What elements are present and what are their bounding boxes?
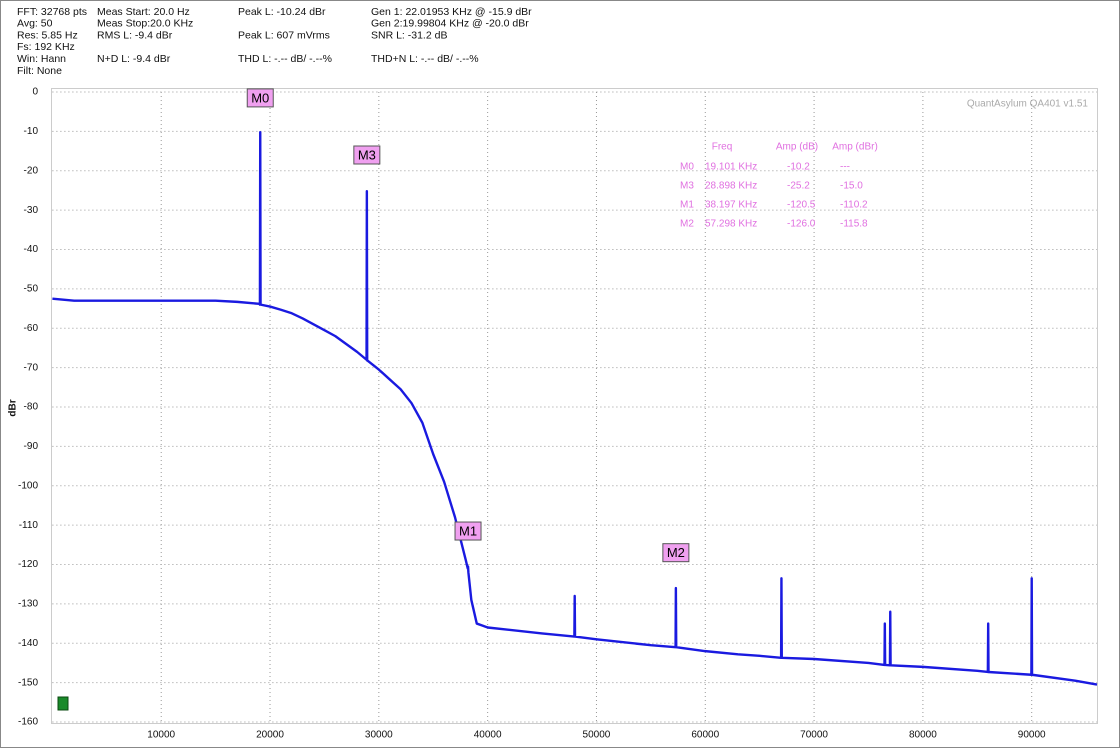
marker-table-cell: 57.298 KHz xyxy=(705,219,757,230)
y-tick-label: -110 xyxy=(19,520,39,531)
y-tick-label: -130 xyxy=(18,599,38,610)
spectrum-trace xyxy=(52,130,1098,686)
marker-box xyxy=(454,521,482,541)
marker-table-cell: M3 xyxy=(680,181,694,192)
watermark: QuantAsylum QA401 v1.51 xyxy=(967,99,1089,110)
header-info: Peak L: 607 mVrms xyxy=(238,29,330,41)
header-info: Meas Start: 20.0 Hz xyxy=(97,6,190,18)
y-tick-label: -100 xyxy=(18,480,38,491)
plot-frame xyxy=(51,88,1098,724)
marker-label: M2 xyxy=(667,545,685,560)
marker-table-cell: -10.2 xyxy=(787,162,810,173)
header-info: FFT: 32768 pts xyxy=(17,6,87,18)
header-info: Gen 1: 22.01953 KHz @ -15.9 dBr xyxy=(371,6,532,18)
marker-table-header: Freq xyxy=(712,142,733,153)
y-tick-label: -120 xyxy=(18,559,38,570)
header-info: Gen 2:19.99804 KHz @ -20.0 dBr xyxy=(371,18,529,30)
marker-table-cell: M0 xyxy=(680,162,694,173)
y-tick-label: -90 xyxy=(24,441,39,452)
y-tick-label: -20 xyxy=(24,165,39,176)
y-tick-label: -70 xyxy=(24,362,39,373)
y-tick-label: -160 xyxy=(18,717,38,728)
y-tick-label: -140 xyxy=(18,638,38,649)
header-info: RMS L: -9.4 dBr xyxy=(97,29,173,41)
x-tick-label: 80000 xyxy=(909,730,937,741)
marker-box xyxy=(662,543,690,563)
x-tick-label: 20000 xyxy=(256,730,284,741)
marker-table-header: Amp (dBr) xyxy=(832,142,878,153)
y-tick-label: -30 xyxy=(24,205,39,216)
header-info: THD L: -.-- dB/ -.--% xyxy=(238,53,332,65)
marker-table-cell: -15.0 xyxy=(840,181,863,192)
marker-table-cell: -126.0 xyxy=(787,219,816,230)
y-tick-label: 0 xyxy=(32,87,38,98)
x-tick-label: 50000 xyxy=(583,730,611,741)
marker-box xyxy=(246,88,274,108)
marker-table-cell: M1 xyxy=(680,200,694,211)
marker-label: M0 xyxy=(251,90,269,105)
marker-table-cell: 38.197 KHz xyxy=(705,200,757,211)
marker-table-cell: -115.8 xyxy=(840,219,868,230)
header-info: Filt: None xyxy=(17,65,62,77)
x-tick-label: 40000 xyxy=(474,730,502,741)
header-info: Meas Stop:20.0 KHz xyxy=(97,18,193,30)
marker-table-cell: 28.898 KHz xyxy=(705,181,757,192)
marker-table-cell: 19.101 KHz xyxy=(705,162,757,173)
header-info: Avg: 50 xyxy=(17,18,53,30)
y-tick-label: -10 xyxy=(24,126,39,137)
marker-label: M1 xyxy=(459,523,477,538)
status-indicator xyxy=(57,696,69,711)
marker-box xyxy=(353,145,381,165)
x-tick-label: 60000 xyxy=(691,730,719,741)
y-tick-label: -50 xyxy=(24,284,39,295)
header-info: THD+N L: -.-- dB/ -.--% xyxy=(371,53,479,65)
y-tick-label: -80 xyxy=(24,402,39,413)
marker-table-cell: -110.2 xyxy=(840,200,868,211)
y-tick-label: -150 xyxy=(18,677,38,688)
header-info: N+D L: -9.4 dBr xyxy=(97,53,171,65)
x-tick-label: 70000 xyxy=(800,730,828,741)
header-info: Peak L: -10.24 dBr xyxy=(238,6,326,18)
header-info: Res: 5.85 Hz xyxy=(17,29,78,41)
x-tick-label: 10000 xyxy=(147,730,175,741)
marker-table-cell: --- xyxy=(840,162,850,173)
marker-label: M3 xyxy=(358,147,376,162)
marker-table-cell: -120.5 xyxy=(787,200,816,211)
x-tick-label: 90000 xyxy=(1018,730,1046,741)
x-tick-label: 30000 xyxy=(365,730,393,741)
header-info: Fs: 192 KHz xyxy=(17,41,75,53)
y-tick-label: -60 xyxy=(24,323,39,334)
y-tick-label: -40 xyxy=(24,244,39,255)
y-axis-label: dBr xyxy=(8,399,19,416)
header-info: Win: Hann xyxy=(17,53,66,65)
marker-table-cell: -25.2 xyxy=(787,181,810,192)
marker-table-cell: M2 xyxy=(680,219,694,230)
header-info: SNR L: -31.2 dB xyxy=(371,29,447,41)
marker-table-header: Amp (dB) xyxy=(776,142,818,153)
